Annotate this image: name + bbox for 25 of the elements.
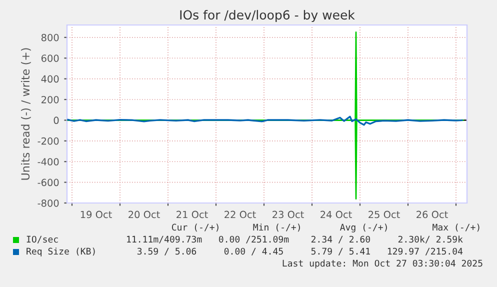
y-axis-title: Units read (-) / write (+) [20, 48, 31, 180]
y-tick-label: -800 [38, 199, 59, 207]
x-tick-label: 23 Oct [272, 210, 304, 218]
y-tick-label: 0 [54, 116, 59, 124]
y-tick-label: 400 [41, 75, 59, 83]
x-tick-label: 22 Oct [224, 210, 256, 218]
x-tick-label: 21 Oct [176, 210, 208, 218]
x-tick-label: 26 Oct [416, 210, 448, 218]
x-tick-label: 25 Oct [368, 210, 400, 218]
y-tick-label: -200 [38, 137, 59, 145]
text: Cur (-/+) Min (-/+) Avg (-/+) Max (-/+) [172, 224, 480, 232]
y-tick-label: 600 [41, 54, 59, 62]
x-tick-label: 24 Oct [320, 210, 352, 218]
text: 3.59 / 5.06 0.00 / 4.45 5.79 / 5.41 129.97 /215.04 [137, 248, 463, 256]
legend-label: IO/sec [26, 236, 58, 244]
y-tick-label: 200 [42, 96, 59, 104]
y-tick-label: 800 [41, 34, 59, 42]
text: 11.11m/409.73m 0.00 /251.09m 2.34 / 2.60 2.30k/ 2.59k [127, 236, 463, 244]
x-tick-label: 19 Oct [80, 210, 112, 218]
y-tick-label: -600 [38, 178, 59, 186]
chart-title: IOs for /dev/loop6 - by week [180, 10, 355, 22]
text: Last update: Mon Oct 27 03:30:04 2025 [282, 260, 482, 268]
legend-label: Req Size (KB) [26, 248, 95, 256]
y-tick-label: -400 [38, 158, 59, 166]
x-tick-label: 20 Oct [128, 210, 160, 218]
